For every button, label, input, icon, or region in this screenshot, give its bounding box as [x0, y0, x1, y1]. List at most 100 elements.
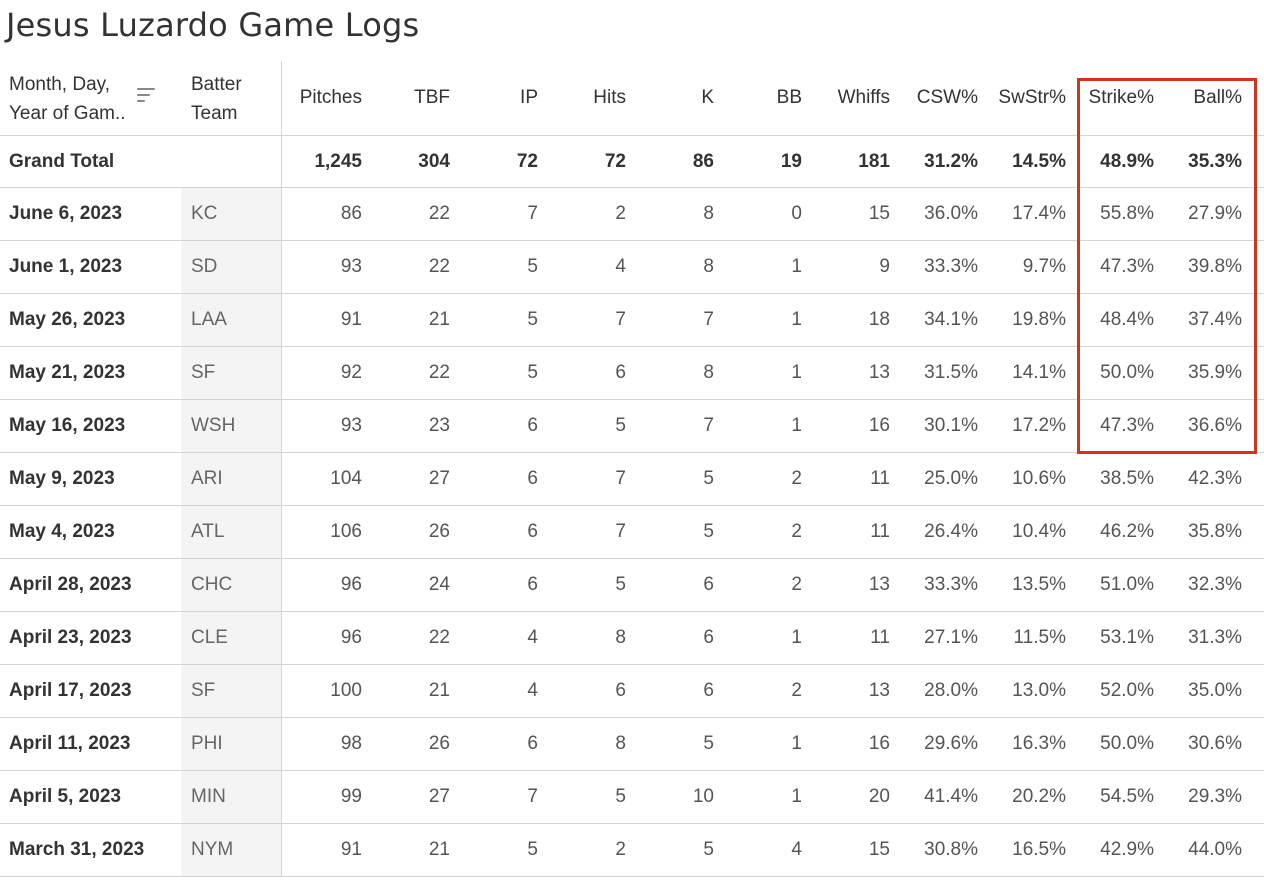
- table-row[interactable]: April 17, 2023 SF 100 21 4 6 6 2 13 28.0% 13.0% 52.…: [0, 665, 1264, 718]
- header-date[interactable]: Month, Day, Year of Gam..: [0, 61, 181, 135]
- table-row[interactable]: April 23, 2023 CLE 96 22 4 8 6 1 11 27.1% 11.5% 53.…: [0, 612, 1264, 665]
- row-tbf: 22: [428, 203, 450, 224]
- row-ball: 42.3%: [1188, 468, 1242, 489]
- row-team: ATL: [181, 506, 282, 558]
- row-whiffs: 13: [868, 680, 890, 701]
- header-whiffs[interactable]: Whiffs: [837, 87, 890, 108]
- row-date: June 1, 2023: [9, 256, 123, 277]
- row-ball: 35.8%: [1188, 521, 1242, 542]
- row-ip: 5: [527, 309, 538, 330]
- header-ip[interactable]: IP: [520, 87, 538, 108]
- header-swstr[interactable]: SwStr%: [998, 87, 1066, 108]
- row-hits: 7: [615, 468, 626, 489]
- row-csw: 36.0%: [924, 203, 978, 224]
- row-date: April 11, 2023: [9, 733, 131, 754]
- table-row[interactable]: March 31, 2023 NYM 91 21 5 2 5 4 15 30.8% 16.5% 42.…: [0, 824, 1264, 877]
- row-whiffs: 11: [870, 521, 890, 542]
- row-bb: 4: [791, 839, 802, 860]
- row-tbf: 21: [428, 309, 450, 330]
- sort-descending-icon[interactable]: [137, 88, 157, 110]
- row-bb: 2: [791, 574, 802, 595]
- row-date: May 21, 2023: [9, 362, 126, 383]
- header-date-line2: Year of Gam..: [9, 103, 126, 124]
- row-swstr: 13.0%: [1012, 680, 1066, 701]
- row-bb: 1: [791, 627, 802, 648]
- table-row[interactable]: May 4, 2023 ATL 106 26 6 7 5 2 11 26.4% 10.4% 46.2%…: [0, 506, 1264, 559]
- row-hits: 7: [615, 309, 626, 330]
- row-csw: 27.1%: [924, 627, 978, 648]
- row-hits: 6: [615, 680, 626, 701]
- table-row[interactable]: May 21, 2023 SF 92 22 5 6 8 1 13 31.5% 14.1% 50.0% 3…: [0, 347, 1264, 400]
- row-ball: 27.9%: [1188, 203, 1242, 224]
- total-csw: 31.2%: [924, 150, 978, 172]
- table-row[interactable]: April 5, 2023 MIN 99 27 7 5 10 1 20 41.4% 20.2% 54.…: [0, 771, 1264, 824]
- row-whiffs: 15: [868, 203, 890, 224]
- header-tbf[interactable]: TBF: [414, 87, 450, 108]
- row-bb: 1: [791, 786, 802, 807]
- row-pitches: 92: [340, 362, 362, 383]
- row-team: WSH: [181, 400, 282, 452]
- header-date-line1: Month, Day,: [9, 74, 111, 95]
- header-bb[interactable]: BB: [776, 87, 802, 108]
- row-k: 8: [703, 256, 714, 277]
- header-strike[interactable]: Strike%: [1088, 87, 1154, 108]
- row-team: SD: [181, 241, 282, 293]
- row-csw: 28.0%: [924, 680, 978, 701]
- row-pitches: 96: [340, 627, 362, 648]
- row-bb: 1: [791, 309, 802, 330]
- row-bb: 1: [791, 256, 802, 277]
- table-row[interactable]: April 28, 2023 CHC 96 24 6 5 6 2 13 33.3% 13.5% 51.…: [0, 559, 1264, 612]
- row-k: 7: [703, 415, 714, 436]
- row-strike: 46.2%: [1100, 521, 1154, 542]
- row-bb: 1: [791, 733, 802, 754]
- header-hits[interactable]: Hits: [593, 87, 626, 108]
- row-ip: 7: [527, 203, 538, 224]
- header-csw[interactable]: CSW%: [916, 87, 978, 108]
- grand-total-label: Grand Total: [9, 150, 115, 172]
- row-csw: 33.3%: [924, 574, 978, 595]
- row-tbf: 26: [428, 521, 450, 542]
- row-ip: 5: [527, 362, 538, 383]
- page-title: Jesus Luzardo Game Logs: [6, 6, 420, 44]
- header-ball[interactable]: Ball%: [1193, 87, 1242, 108]
- header-pitches[interactable]: Pitches: [299, 87, 362, 108]
- row-ip: 5: [527, 839, 538, 860]
- row-whiffs: 16: [868, 415, 890, 436]
- row-date: May 9, 2023: [9, 468, 115, 489]
- row-swstr: 16.5%: [1012, 839, 1066, 860]
- header-k[interactable]: K: [701, 87, 714, 108]
- row-csw: 34.1%: [924, 309, 978, 330]
- row-team: CHC: [181, 559, 282, 611]
- row-swstr: 10.6%: [1012, 468, 1066, 489]
- row-ball: 31.3%: [1188, 627, 1242, 648]
- row-hits: 5: [615, 574, 626, 595]
- table-row[interactable]: June 6, 2023 KC 86 22 7 2 8 0 15 36.0% 17.4% 55.8% 2…: [0, 188, 1264, 241]
- row-whiffs: 13: [868, 362, 890, 383]
- row-whiffs: 18: [868, 309, 890, 330]
- row-swstr: 19.8%: [1012, 309, 1066, 330]
- row-hits: 8: [615, 733, 626, 754]
- table-row[interactable]: May 9, 2023 ARI 104 27 6 7 5 2 11 25.0% 10.6% 38.5%…: [0, 453, 1264, 506]
- row-swstr: 17.2%: [1012, 415, 1066, 436]
- table-row[interactable]: May 26, 2023 LAA 91 21 5 7 7 1 18 34.1% 19.8% 48.4%…: [0, 294, 1264, 347]
- row-team: CLE: [181, 612, 282, 664]
- row-csw: 30.1%: [924, 415, 978, 436]
- row-ip: 6: [527, 733, 538, 754]
- total-whiffs: 181: [858, 150, 890, 172]
- row-strike: 54.5%: [1100, 786, 1154, 807]
- grand-total-row: Grand Total 1,245 304 72 72 86 19 181 31…: [0, 136, 1264, 188]
- row-ip: 6: [527, 415, 538, 436]
- table-row[interactable]: May 16, 2023 WSH 93 23 6 5 7 1 16 30.1% 17.2% 47.3%…: [0, 400, 1264, 453]
- row-whiffs: 16: [868, 733, 890, 754]
- row-k: 6: [703, 574, 714, 595]
- row-csw: 25.0%: [924, 468, 978, 489]
- table-row[interactable]: April 11, 2023 PHI 98 26 6 8 5 1 16 29.6% 16.3% 50.…: [0, 718, 1264, 771]
- table-row[interactable]: June 1, 2023 SD 93 22 5 4 8 1 9 33.3% 9.7% 47.3% 39.…: [0, 241, 1264, 294]
- row-k: 8: [703, 362, 714, 383]
- row-k: 5: [703, 468, 714, 489]
- row-strike: 38.5%: [1100, 468, 1154, 489]
- total-hits: 72: [604, 150, 626, 172]
- header-team[interactable]: Batter Team: [181, 61, 282, 135]
- row-swstr: 9.7%: [1022, 256, 1066, 277]
- row-pitches: 93: [340, 256, 362, 277]
